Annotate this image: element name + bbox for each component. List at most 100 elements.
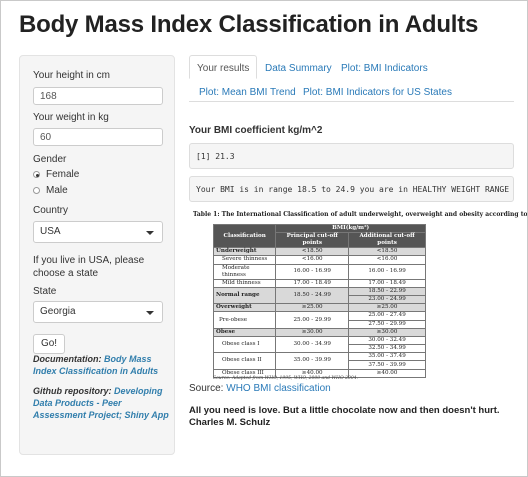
radio-selected-icon	[33, 171, 40, 178]
tab-plot-bmi-indicators[interactable]: Plot: BMI Indicators	[341, 63, 428, 74]
table-cell: 27.50 - 29.99	[348, 319, 426, 329]
table-cell: Mild thinness	[212, 278, 277, 288]
table-row: Normal range 18.50 - 24.99 18.50 - 22.99	[212, 286, 426, 305]
country-label: Country	[33, 205, 69, 216]
state-selected-value: Georgia	[40, 306, 76, 317]
table-cell: Additional cut-off points	[348, 232, 426, 249]
table-cell: <18.50	[275, 247, 350, 257]
table-cell: <16.00	[275, 255, 350, 265]
table-cell: ≥25.00	[348, 303, 426, 313]
table-row: Overweight ≥25.00 ≥25.00	[212, 303, 426, 313]
table-row: Underweight <18.50 <18.50	[212, 247, 426, 257]
table-row: Obese class III ≥40.00 ≥40.00	[212, 368, 426, 378]
table-cell: Obese class III	[212, 368, 277, 378]
radio-unselected-icon	[33, 187, 40, 194]
table-cell: ≥40.00	[348, 368, 426, 378]
gender-radio-female[interactable]: Female	[33, 169, 79, 180]
quote-text: All you need is love. But a little choco…	[189, 405, 500, 416]
weight-label: Your weight in kg	[33, 112, 109, 123]
chevron-down-icon	[146, 311, 154, 315]
table-cell: <16.00	[348, 255, 426, 265]
bmi-output: [1] 21.3	[189, 143, 514, 169]
tab-plot-us-states[interactable]: Plot: BMI Indicators for US States	[303, 87, 452, 98]
table-cell: Obese	[212, 327, 277, 337]
quote: All you need is love. But a little choco…	[189, 405, 514, 429]
table-cell: Obese class I	[212, 335, 277, 354]
table-caption: Table 1: The International Classificatio…	[193, 211, 528, 218]
tab-divider	[189, 101, 514, 102]
tab-your-results[interactable]: Your results	[189, 55, 258, 79]
bmi-heading: Your BMI coefficient kg/m^2	[189, 125, 323, 136]
table-cell: Moderate thinness	[212, 263, 277, 280]
state-label: State	[33, 286, 57, 297]
go-button[interactable]: Go!	[33, 334, 65, 354]
country-selected-value: USA	[40, 226, 61, 237]
table-cell: 17.00 - 18.49	[275, 278, 350, 288]
repository-label: Github repository:	[33, 386, 112, 396]
sidebar-panel: Your height in cm Your weight in kg Gend…	[19, 55, 175, 455]
usa-state-note: If you live in USA, please choose a stat…	[33, 255, 145, 279]
documentation-link[interactable]: Body Mass Index Classification in Adults	[33, 354, 159, 376]
table-cell: Severe thinness	[212, 255, 277, 265]
table-cell: Principal cut-off points	[275, 232, 350, 249]
table-cell: Classification	[212, 223, 277, 249]
gender-option-label: Female	[46, 169, 80, 180]
table-cell: 30.00 - 32.49	[348, 335, 426, 346]
who-classification-link[interactable]: WHO BMI classification	[226, 383, 331, 394]
repository-link[interactable]: Developing Data Products - Peer Assessme…	[33, 386, 169, 420]
table-cell: 30.00 - 34.99	[275, 335, 350, 354]
table-header-row: Classification BMI(kg/m²)	[212, 223, 426, 249]
table-cell: Normal range	[212, 286, 277, 305]
documentation-note: Documentation: Body Mass Index Classific…	[33, 353, 171, 377]
table-source-note: Source: Adapted from WHO, 1995, WHO, 200…	[213, 376, 358, 381]
table-row: Moderate thinness 16.00 - 16.99 16.00 - 16…	[212, 263, 426, 280]
table-cell: 17.00 - 18.49	[348, 278, 426, 288]
height-input[interactable]	[33, 87, 163, 105]
source-line: Source: WHO BMI classification	[189, 383, 331, 394]
gender-label: Gender	[33, 154, 67, 165]
table-cell: Underweight	[212, 247, 277, 257]
table-cell: 16.00 - 16.99	[275, 263, 350, 280]
table-cell: 18.50 - 22.99	[348, 286, 426, 296]
table-cell: Obese class II	[212, 352, 277, 370]
table-cell: 16.00 - 16.99	[348, 263, 426, 280]
table-cell: BMI(kg/m²)	[275, 223, 426, 234]
page-title: Body Mass Index Classification in Adults	[19, 11, 479, 38]
documentation-label: Documentation:	[33, 354, 102, 364]
table-cell: 35.00 - 39.99	[275, 352, 350, 370]
table-cell: ≥30.00	[348, 327, 426, 337]
table-cell: 35.00 - 37.49	[348, 352, 426, 362]
weight-input[interactable]	[33, 128, 163, 146]
table-cell: 23.00 - 24.99	[348, 294, 426, 305]
quote-author: Charles M. Schulz	[189, 417, 271, 428]
chevron-down-icon	[146, 231, 154, 235]
table-cell: Overweight	[212, 303, 277, 313]
table-cell: Pre-obese	[212, 311, 277, 329]
gender-option-label: Male	[46, 185, 68, 196]
table-cell: 32.50 - 34.99	[348, 344, 426, 354]
repository-note: Github repository: Developing Data Produ…	[33, 385, 171, 421]
state-select[interactable]: Georgia	[33, 301, 163, 323]
table-cell: 18.50 - 24.99	[275, 286, 350, 305]
table-row: Obese class II 35.00 - 39.99 35.00 - 37.49	[212, 352, 426, 370]
table-row: Severe thinness <16.00 <16.00	[212, 255, 426, 265]
table-cell: <18.50	[348, 247, 426, 257]
gender-radio-male[interactable]: Male	[33, 185, 68, 196]
height-label: Your height in cm	[33, 70, 110, 81]
tab-data-summary[interactable]: Data Summary	[265, 63, 332, 74]
table-cell: ≥25.00	[275, 303, 350, 313]
table-row: Mild thinness 17.00 - 18.49 17.00 - 18.49	[212, 278, 426, 288]
table-cell: 37.50 - 39.99	[348, 360, 426, 370]
table-row: Pre-obese 25.00 - 29.99 25.00 - 27.49	[212, 311, 426, 329]
table-row: Obese ≥30.00 ≥30.00	[212, 327, 426, 337]
table-cell: 25.00 - 27.49	[348, 311, 426, 321]
bmi-classification-table: Classification BMI(kg/m²) Principal cut-of…	[212, 223, 426, 378]
country-select[interactable]: USA	[33, 221, 163, 243]
table-row: Obese class I 30.00 - 34.99 30.00 - 32.49	[212, 335, 426, 354]
source-label: Source:	[189, 383, 224, 394]
table-cell: 25.00 - 29.99	[275, 311, 350, 329]
range-output: Your BMI is in range 18.5 to 24.9 you ar…	[189, 176, 514, 202]
table-cell: ≥30.00	[275, 327, 350, 337]
tab-plot-mean-bmi-trend[interactable]: Plot: Mean BMI Trend	[199, 87, 296, 98]
